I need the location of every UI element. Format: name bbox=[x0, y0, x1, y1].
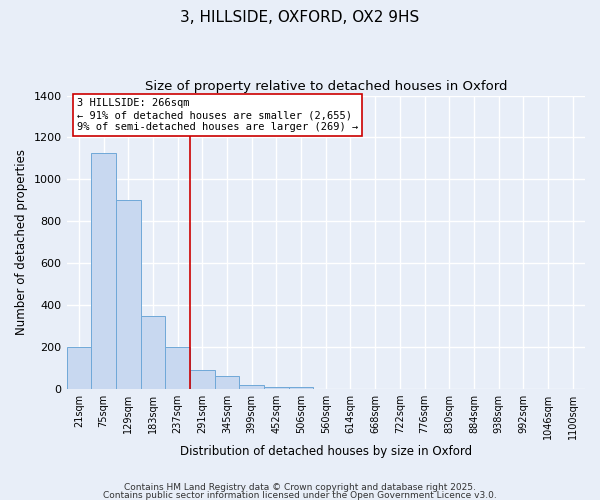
Bar bbox=[264, 386, 289, 389]
Bar bbox=[140, 316, 165, 389]
Text: Contains public sector information licensed under the Open Government Licence v3: Contains public sector information licen… bbox=[103, 490, 497, 500]
Bar bbox=[67, 347, 91, 389]
Text: Contains HM Land Registry data © Crown copyright and database right 2025.: Contains HM Land Registry data © Crown c… bbox=[124, 484, 476, 492]
Bar bbox=[215, 376, 239, 389]
Y-axis label: Number of detached properties: Number of detached properties bbox=[15, 149, 28, 335]
Bar bbox=[239, 384, 264, 389]
Text: 3 HILLSIDE: 266sqm
← 91% of detached houses are smaller (2,655)
9% of semi-detac: 3 HILLSIDE: 266sqm ← 91% of detached hou… bbox=[77, 98, 358, 132]
Bar bbox=[91, 153, 116, 389]
Bar bbox=[289, 386, 313, 389]
Text: 3, HILLSIDE, OXFORD, OX2 9HS: 3, HILLSIDE, OXFORD, OX2 9HS bbox=[181, 10, 419, 25]
Bar bbox=[190, 370, 215, 389]
Bar bbox=[116, 200, 140, 389]
X-axis label: Distribution of detached houses by size in Oxford: Distribution of detached houses by size … bbox=[180, 444, 472, 458]
Title: Size of property relative to detached houses in Oxford: Size of property relative to detached ho… bbox=[145, 80, 507, 93]
Bar bbox=[165, 347, 190, 389]
